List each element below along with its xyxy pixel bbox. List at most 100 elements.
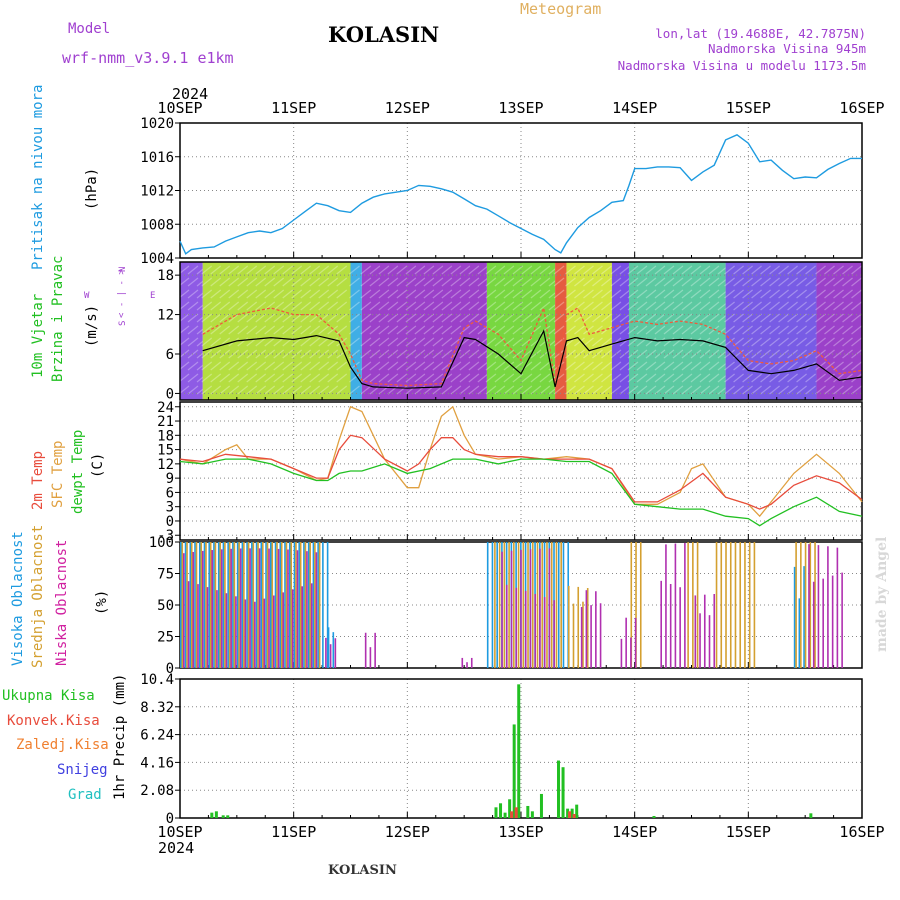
wind-barb: [255, 373, 267, 383]
wind-barb: [645, 385, 657, 395]
low-cloud-bar: [630, 637, 632, 668]
high-cloud-bar: [184, 542, 187, 668]
wind-barb: [787, 277, 798, 287]
wind-barb: [237, 373, 249, 383]
wind-barb: [318, 361, 330, 371]
mid-cloud-bar: [314, 542, 316, 668]
wind-barb: [477, 385, 489, 395]
wind-barb: [396, 373, 408, 383]
wind-barb: [583, 373, 594, 383]
low-cloud-bar: [590, 605, 592, 668]
wind-barb: [369, 361, 381, 371]
wind-barb: [539, 325, 551, 335]
wind-barb: [369, 301, 381, 311]
wind-barb: [327, 325, 339, 335]
wind-barb: [553, 361, 565, 371]
wind-barb: [601, 361, 612, 371]
wind-barb: [349, 337, 360, 347]
wind-barb: [724, 385, 735, 395]
total-precip-bar: [508, 799, 512, 818]
mid-cloud-bar: [205, 542, 207, 668]
wind-barb: [636, 373, 648, 383]
wind-barb: [553, 385, 565, 395]
wind-barb: [291, 385, 303, 395]
low-cloud-bar: [263, 598, 266, 668]
mid-cloud-bar: [498, 542, 501, 668]
wind-barb: [708, 301, 720, 311]
wind-barb: [503, 361, 515, 371]
wind-barb: [796, 265, 807, 275]
wind-barb: [503, 337, 515, 347]
wind-barb: [503, 301, 515, 311]
wind-barb: [521, 349, 533, 359]
wind-barb: [228, 289, 240, 299]
wind-barb: [796, 373, 807, 383]
bottom-time-axis: 10SEP 11SEP 12SEP 13SEP 14SEP 15SEP 16SEP: [157, 823, 884, 841]
wind-barb: [273, 361, 285, 371]
wind-barb: [751, 265, 762, 275]
wind-barb: [405, 301, 417, 311]
wind-barb: [387, 301, 399, 311]
wind-barb: [796, 325, 807, 335]
wind-barb: [796, 385, 807, 395]
mid-cloud-bar: [715, 542, 718, 668]
wind-barb: [610, 337, 622, 347]
wind-barb: [459, 361, 471, 371]
wind-barb: [503, 277, 515, 287]
wind-barb: [760, 385, 771, 395]
wind-barb: [264, 385, 276, 395]
wind-barb: [423, 289, 435, 299]
low-cloud-bar: [192, 551, 195, 668]
wind-barb: [282, 277, 294, 287]
wind-barb: [699, 325, 711, 335]
wind-barb: [494, 301, 506, 311]
wind-barb: [645, 301, 657, 311]
mid-cloud-bar: [494, 542, 496, 668]
day-label-15sep: 15SEP: [726, 823, 771, 841]
wind-barb: [619, 385, 631, 395]
wind-barb: [405, 265, 417, 275]
wind-barb: [468, 385, 480, 395]
clouds-tick-label: 50: [157, 598, 174, 614]
mid-cloud-bar: [795, 542, 797, 668]
wind-barb: [672, 349, 684, 359]
wind-barb: [485, 385, 497, 395]
wind-barb: [450, 361, 462, 371]
wind-barb: [201, 325, 213, 335]
wind-barb: [592, 373, 603, 383]
wind-barb: [592, 385, 603, 395]
wind-barb: [778, 277, 789, 287]
wind-barb: [459, 385, 471, 395]
wind-barb: [815, 361, 826, 371]
pressure-tick-label: 1020: [140, 116, 174, 132]
total-precip-bar: [652, 815, 656, 818]
wind-barb: [592, 301, 603, 311]
wind-barb: [477, 337, 489, 347]
wind-barb: [636, 277, 648, 287]
high-cloud-bar: [222, 542, 225, 668]
conv-precip-bar: [572, 813, 576, 818]
wind-barb: [273, 349, 285, 359]
wind-barb: [733, 313, 744, 323]
wind-barb: [708, 349, 720, 359]
high-cloud-bar: [312, 542, 315, 668]
low-cloud-bar: [220, 549, 223, 668]
wind-barb: [539, 361, 551, 371]
wind-barb: [690, 349, 702, 359]
wind-barb: [494, 277, 506, 287]
wind-barb: [396, 337, 408, 347]
wind-barb: [255, 337, 267, 347]
wind-barb: [210, 325, 222, 335]
wind-barb: [815, 373, 826, 383]
wind-barb: [699, 373, 711, 383]
wind-barb: [769, 385, 780, 395]
wind-barb: [503, 289, 515, 299]
wind-barb: [574, 361, 585, 371]
wind-barb: [733, 289, 744, 299]
mid-cloud-bar: [582, 601, 584, 668]
temp-unit: (C): [90, 453, 106, 478]
wind-barb: [574, 325, 585, 335]
wind-barb: [742, 337, 753, 347]
wind-barb: [681, 349, 693, 359]
mid-cloud-bar: [635, 542, 637, 668]
